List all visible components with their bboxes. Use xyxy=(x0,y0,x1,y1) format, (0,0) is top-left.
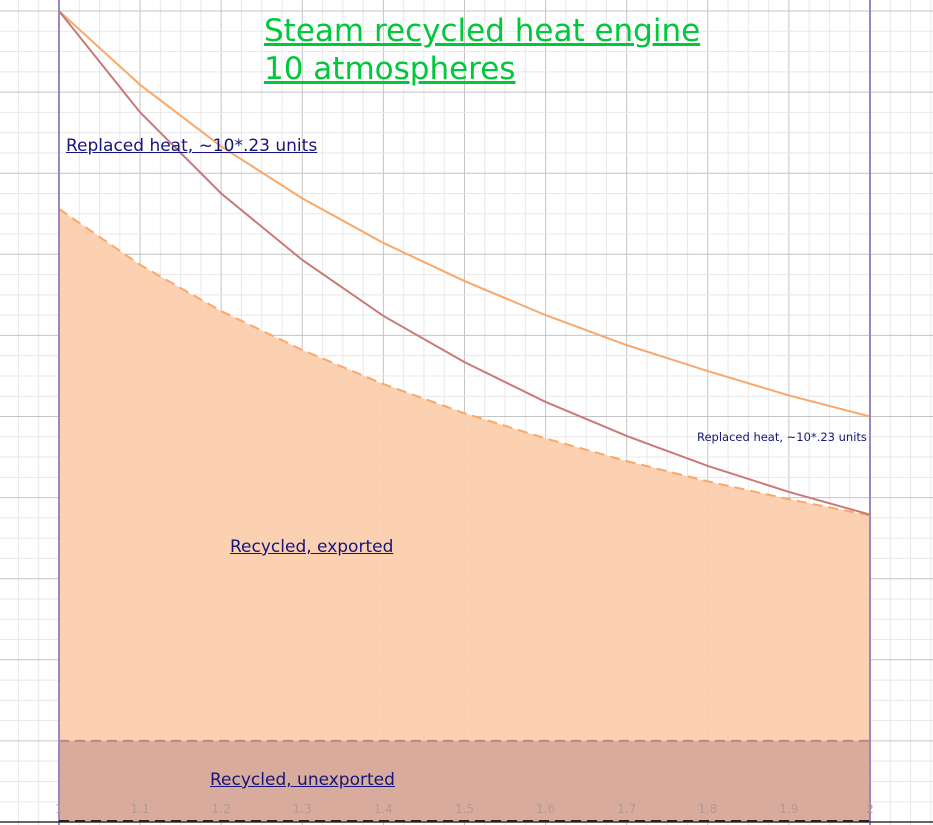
x-tick-label: 1 xyxy=(55,802,63,816)
x-tick-label: 1.1 xyxy=(131,802,150,816)
x-tick-label: 1.5 xyxy=(455,802,474,816)
x-tick-label: 1.9 xyxy=(779,802,798,816)
chart-title-line-1: Steam recycled heat engine xyxy=(264,13,701,49)
recycled-exported-area xyxy=(59,208,870,741)
exported-dashed-curve xyxy=(58,208,871,517)
chart-title-line-2: 10 atmospheres xyxy=(264,51,516,87)
annotation-replaced-heat-small: Replaced heat, ~10*.23 units xyxy=(697,430,867,444)
x-tick-label: 1.4 xyxy=(374,802,393,816)
annotation-recycled-unexported: Recycled, unexported xyxy=(210,770,395,790)
x-tick-label: 1.3 xyxy=(293,802,312,816)
recycled-unexported-area xyxy=(59,740,870,822)
annotation-replaced-heat: Replaced heat, ~10*.23 units xyxy=(66,136,318,156)
x-tick-label: 1.7 xyxy=(617,802,636,816)
isothermal-curve xyxy=(58,10,871,418)
x-tick-label: 1.8 xyxy=(698,802,717,816)
x-tick-label: 2 xyxy=(866,802,874,816)
annotation-recycled-exported: Recycled, exported xyxy=(230,537,394,557)
adiabatic-curve xyxy=(58,10,871,516)
x-tick-label: 1.2 xyxy=(212,802,231,816)
x-tick-label: 1.6 xyxy=(536,802,555,816)
